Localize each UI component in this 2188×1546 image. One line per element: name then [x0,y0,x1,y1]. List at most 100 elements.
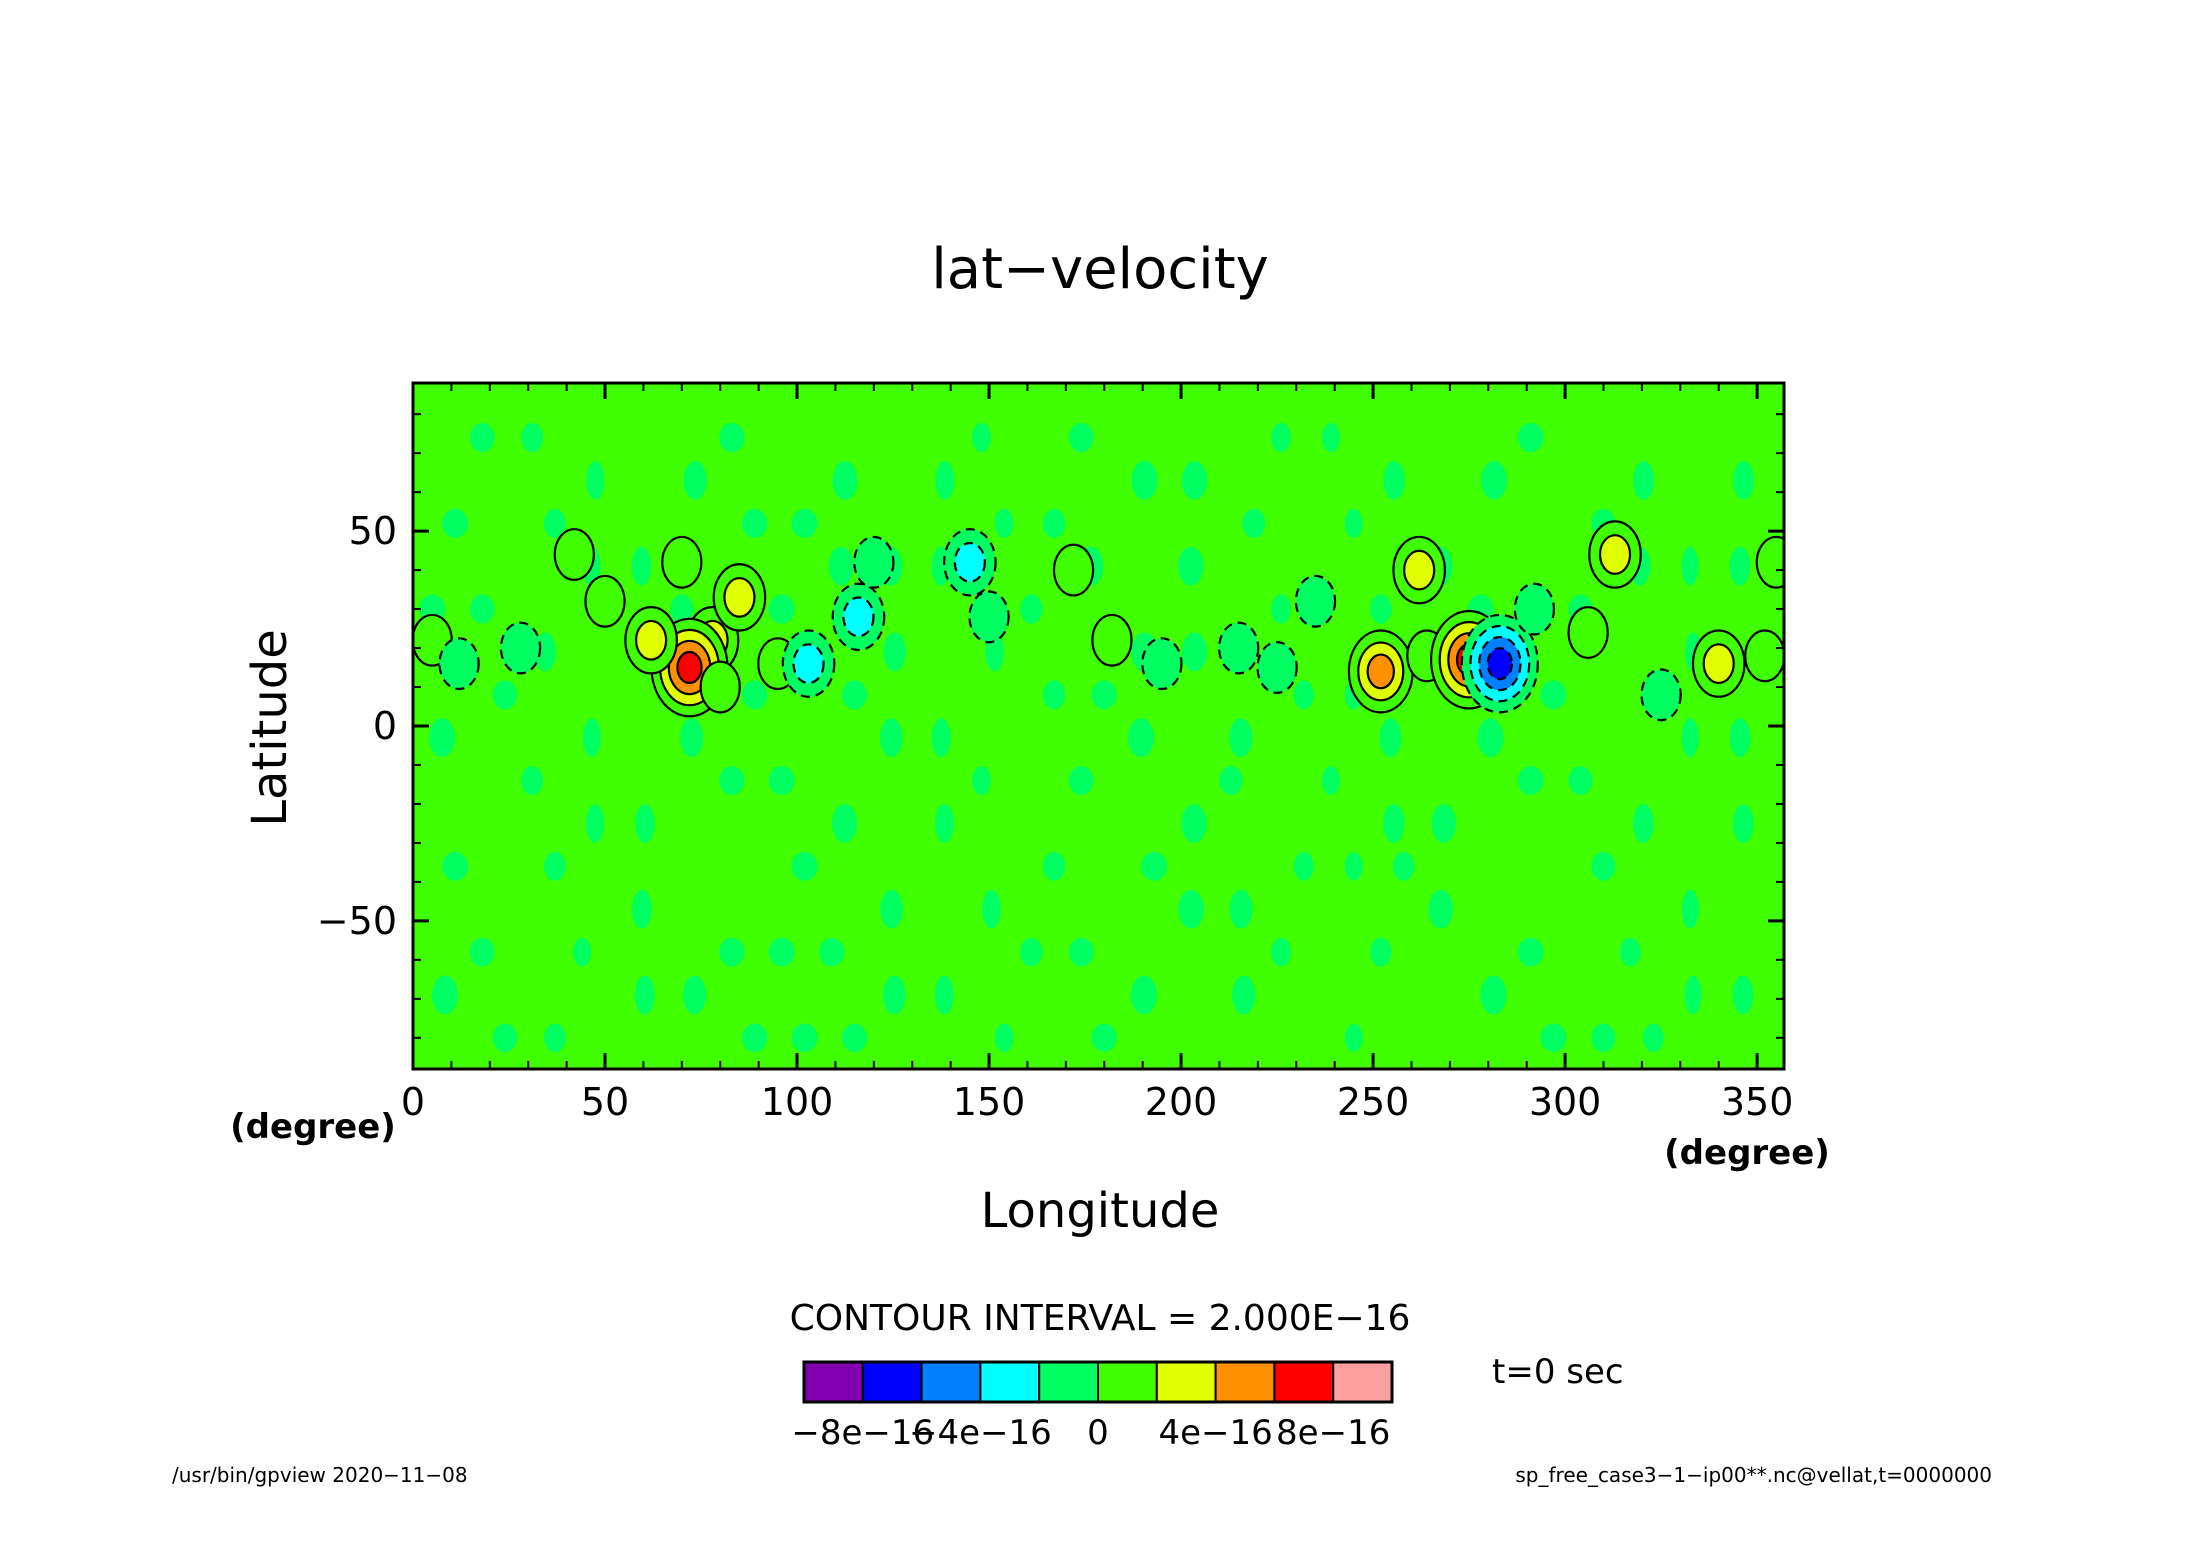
feature-4-level-1 [723,576,756,618]
ripple-patch-118 [1540,1023,1567,1053]
ripple-patch-140 [1732,804,1754,843]
ripple-patch-99 [1322,766,1340,796]
ripple-patch-86 [1232,975,1256,1015]
ripple-patch-75 [1068,422,1094,453]
feature-13 [943,528,997,597]
ripple-patch-108 [1383,461,1405,500]
ripple-patch-51 [880,718,903,758]
feature-2-level-1 [634,619,668,661]
colorbar-swatch-4 [1038,1361,1099,1403]
ripple-patch-69 [1042,508,1066,538]
ripple-patch-1 [442,851,469,881]
ripple-patch-46 [841,680,868,710]
ripple-patch-6 [492,1023,518,1053]
ripple-patch-107 [1370,594,1392,624]
ripple-patch-71 [1068,937,1094,967]
ripple-patch-103 [1370,937,1392,967]
contour-interval-text: CONTOUR INTERVAL = 2.000E−16 [790,1298,1411,1339]
ripple-patch-64 [972,422,991,453]
ripple-patch-82 [1181,804,1207,843]
ripple-patch-88 [1219,766,1243,796]
feature-17-level-0 [1141,637,1183,691]
ripple-patch-35 [741,508,768,538]
ripple-patch-34 [741,680,768,710]
ripple-patch-80 [1131,461,1158,500]
feature-34-level-0 [1640,668,1682,722]
contour-features [413,520,1784,722]
ripple-patch-2 [429,718,456,758]
feature-3-level-0 [699,660,741,714]
feature-29 [1588,520,1642,589]
ripple-patch-31 [742,1023,768,1053]
ripple-patch-117 [1481,461,1508,500]
ripple-patch-21 [586,461,605,500]
x-axis-label: Longitude [981,1183,1220,1239]
feature-23 [1347,629,1414,714]
ripple-patch-142 [1729,546,1751,586]
ripple-patch-114 [1477,718,1504,758]
ripple-patch-60 [982,889,1001,929]
feature-32 [1744,629,1784,683]
feature-15 [499,621,542,675]
ripple-patch-33 [719,766,745,796]
ripple-patch-38 [768,937,795,967]
y-tick-label-0: −50 [317,899,397,943]
ripple-patch-113 [1480,975,1507,1015]
ripple-patch-9 [469,594,495,624]
feature-31 [1691,629,1746,698]
time-text: t=0 sec [1492,1352,1624,1392]
feature-33-level-0 [1755,535,1784,589]
ripple-patch-101 [1344,508,1363,538]
ripple-patch-121 [1540,680,1567,710]
feature-32-level-0 [1744,629,1784,683]
ripple-patch-14 [534,632,557,672]
x-tick-label-1: 50 [581,1080,629,1124]
colorbar-frame [802,1360,1394,1404]
ripple-patch-39 [791,851,818,881]
x-tick-label-4: 200 [1145,1080,1218,1124]
colorbar-swatch-0 [803,1361,864,1403]
ripple-patch-23 [632,889,652,929]
ripple-patch-70 [1091,1023,1117,1053]
ripple-patch-12 [544,851,566,881]
ripple-patch-89 [1229,718,1253,758]
ripple-patch-105 [1383,804,1405,843]
feature-2 [624,606,678,675]
feature-14 [968,590,1010,644]
ripple-patch-19 [582,718,601,758]
feature-11 [831,582,886,652]
plot-area [413,383,1784,1069]
ripple-patch-27 [683,975,707,1015]
feature-21 [1091,613,1133,667]
feature-21-level-0 [1091,613,1133,667]
colorbar-swatch-2 [920,1361,982,1403]
colorbar-swatch-3 [979,1361,1041,1403]
ripple-patch-65 [1020,937,1043,967]
ripple-patch-59 [994,1023,1014,1053]
y-tick-label-1: 0 [373,704,397,748]
feature-33 [1755,535,1784,589]
ripple-patch-50 [880,889,903,929]
feature-10 [781,629,836,698]
feature-18-level-0 [1217,621,1260,675]
feature-19 [1256,641,1298,694]
ripple-patch-41 [768,594,795,624]
feature-30 [1567,606,1609,659]
ripple-patch-106 [1379,718,1402,758]
ripple-patch-8 [492,680,518,710]
ripple-patch-11 [544,1023,566,1053]
ripple-patch-98 [1344,851,1363,881]
ripple-patch-139 [1732,975,1754,1015]
ripple-patch-24 [635,804,655,843]
feature-17 [1141,637,1183,691]
feature-4 [712,563,767,632]
ripple-patch-122 [1517,422,1544,453]
ripple-patch-7 [469,937,495,967]
ripple-patch-134 [1684,975,1702,1015]
colorbar-label-1: −4e−16 [909,1413,1052,1453]
ripple-patch-49 [883,975,906,1015]
colorbar-swatch-7 [1214,1361,1276,1403]
colorbar-label-4: 8e−16 [1276,1413,1390,1453]
ripple-patch-135 [1681,889,1699,929]
feature-1-level-3 [676,650,703,685]
